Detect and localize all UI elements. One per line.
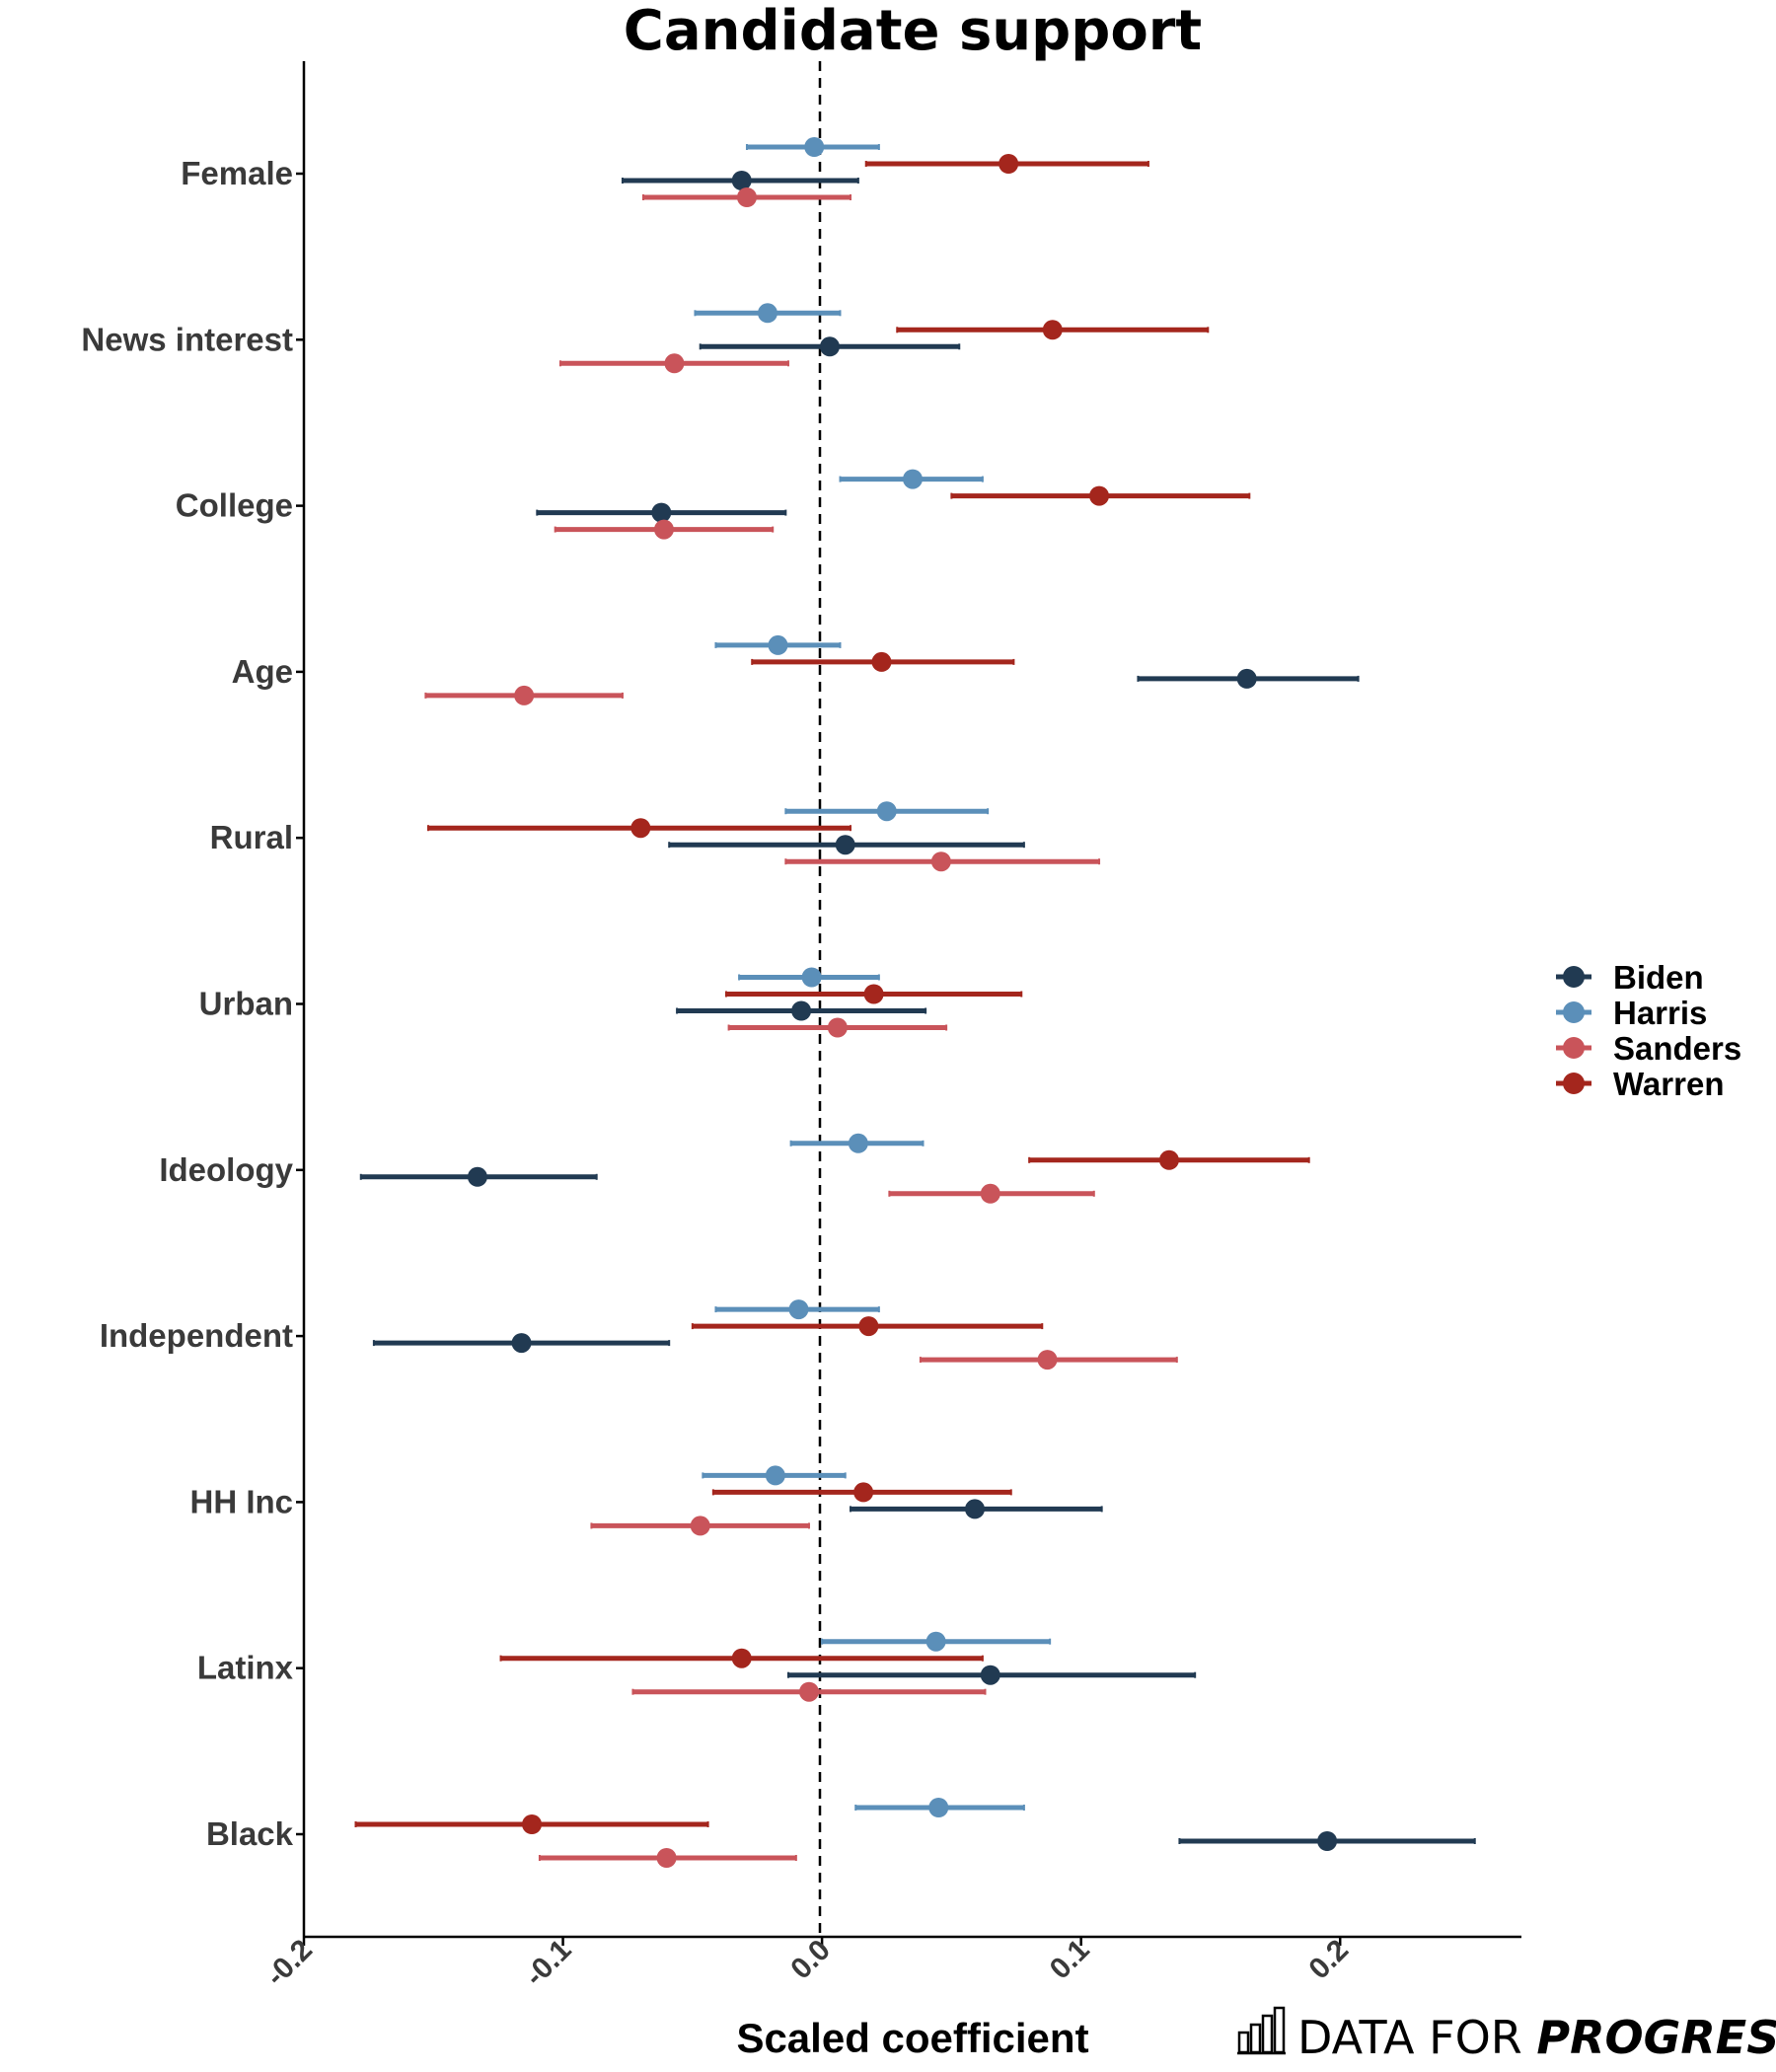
warren-black-point (522, 1814, 543, 1834)
y-label-latinx: Latinx (197, 1650, 294, 1686)
harris-hh-inc-point (765, 1465, 785, 1486)
sanders-latinx-point (798, 1681, 819, 1702)
sanders-hh-inc-point (690, 1516, 710, 1536)
sanders-ideology-point (980, 1183, 1000, 1204)
biden-college-point (651, 502, 672, 523)
legend-label-warren: Warren (1613, 1066, 1724, 1102)
warren-ideology-point (1158, 1149, 1179, 1170)
warren-college-point (1089, 485, 1110, 506)
sanders-rural-point (930, 851, 951, 872)
y-label-college: College (176, 487, 293, 524)
warren-hh-inc-point (853, 1482, 874, 1503)
legend-label-sanders: Sanders (1613, 1030, 1741, 1067)
sanders-black-point (656, 1848, 677, 1868)
harris-college-point (903, 469, 923, 489)
y-label-independent: Independent (100, 1317, 293, 1354)
biden-age-point (1236, 668, 1257, 689)
harris-rural-point (876, 801, 897, 822)
y-label-age: Age (232, 653, 293, 690)
legend-marker-sanders (1563, 1037, 1585, 1059)
plot-axes (302, 61, 1521, 1939)
warren-independent-point (858, 1316, 879, 1337)
x-axis-ticks: -0.2 -0.1 0.0 0.1 0.2 (259, 1934, 1355, 1993)
y-label-female: Female (181, 155, 293, 191)
harris-age-point (768, 634, 788, 655)
warren-rural-point (630, 818, 651, 839)
legend-label-harris: Harris (1613, 995, 1707, 1031)
biden-independent-point (511, 1333, 532, 1354)
data-for-progress-logo: DATA FOR PROGRESS (1237, 2006, 1776, 2064)
warren-urban-point (863, 984, 884, 1004)
y-label-ideology: Ideology (159, 1151, 293, 1188)
x-tick-label-3: 0.1 (1044, 1934, 1096, 1986)
y-label-black: Black (206, 1815, 294, 1852)
y-label-hh-inc: HH Inc (189, 1483, 293, 1519)
sanders-college-point (653, 519, 674, 540)
harris-black-point (928, 1798, 949, 1817)
logo-text-italic: PROGRESS (1536, 2011, 1776, 2064)
biden-news-interest-point (819, 336, 840, 357)
harris-news-interest-point (757, 303, 777, 324)
x-axis-title: Scaled coefficient (736, 2015, 1088, 2061)
y-label-news-interest: News interest (81, 321, 293, 357)
biden-rural-point (835, 835, 855, 855)
sanders-urban-point (827, 1017, 848, 1038)
biden-urban-point (791, 1000, 812, 1021)
sanders-age-point (514, 685, 535, 705)
legend-label-biden: Biden (1613, 959, 1704, 996)
biden-black-point (1317, 1831, 1338, 1851)
coefficient-marks (354, 137, 1476, 1868)
legend-marker-biden (1563, 966, 1585, 988)
sanders-independent-point (1037, 1350, 1058, 1370)
warren-latinx-point (731, 1648, 752, 1668)
y-label-urban: Urban (199, 986, 293, 1022)
harris-urban-point (801, 967, 822, 988)
x-tick-label-4: 0.2 (1302, 1934, 1355, 1986)
biden-ideology-point (467, 1166, 487, 1187)
warren-female-point (999, 154, 1019, 174)
bar-chart-icon (1237, 2006, 1286, 2055)
x-tick-label-2: 0.0 (784, 1934, 837, 1986)
x-tick-label-0: -0.2 (259, 1934, 319, 1993)
biden-latinx-point (980, 1665, 1000, 1685)
logo-text: DATA FOR PROGRESS (1297, 2011, 1776, 2064)
harris-latinx-point (925, 1631, 946, 1652)
sanders-female-point (736, 187, 757, 207)
chart-title: Candidate support (624, 0, 1202, 63)
harris-ideology-point (848, 1133, 868, 1153)
biden-female-point (731, 171, 752, 190)
sanders-news-interest-point (664, 353, 685, 374)
warren-age-point (871, 651, 892, 672)
legend-marker-harris (1563, 1001, 1585, 1023)
biden-hh-inc-point (965, 1499, 986, 1519)
warren-news-interest-point (1042, 320, 1063, 340)
y-label-rural: Rural (210, 819, 293, 855)
legend-marker-warren (1563, 1073, 1585, 1094)
x-tick-label-1: -0.1 (519, 1934, 578, 1993)
harris-independent-point (788, 1299, 809, 1320)
harris-female-point (804, 137, 825, 157)
logo-text-regular: DATA FOR (1297, 2011, 1536, 2064)
y-axis-labels: Female News interest College Age Rural Urban I… (81, 155, 304, 1852)
